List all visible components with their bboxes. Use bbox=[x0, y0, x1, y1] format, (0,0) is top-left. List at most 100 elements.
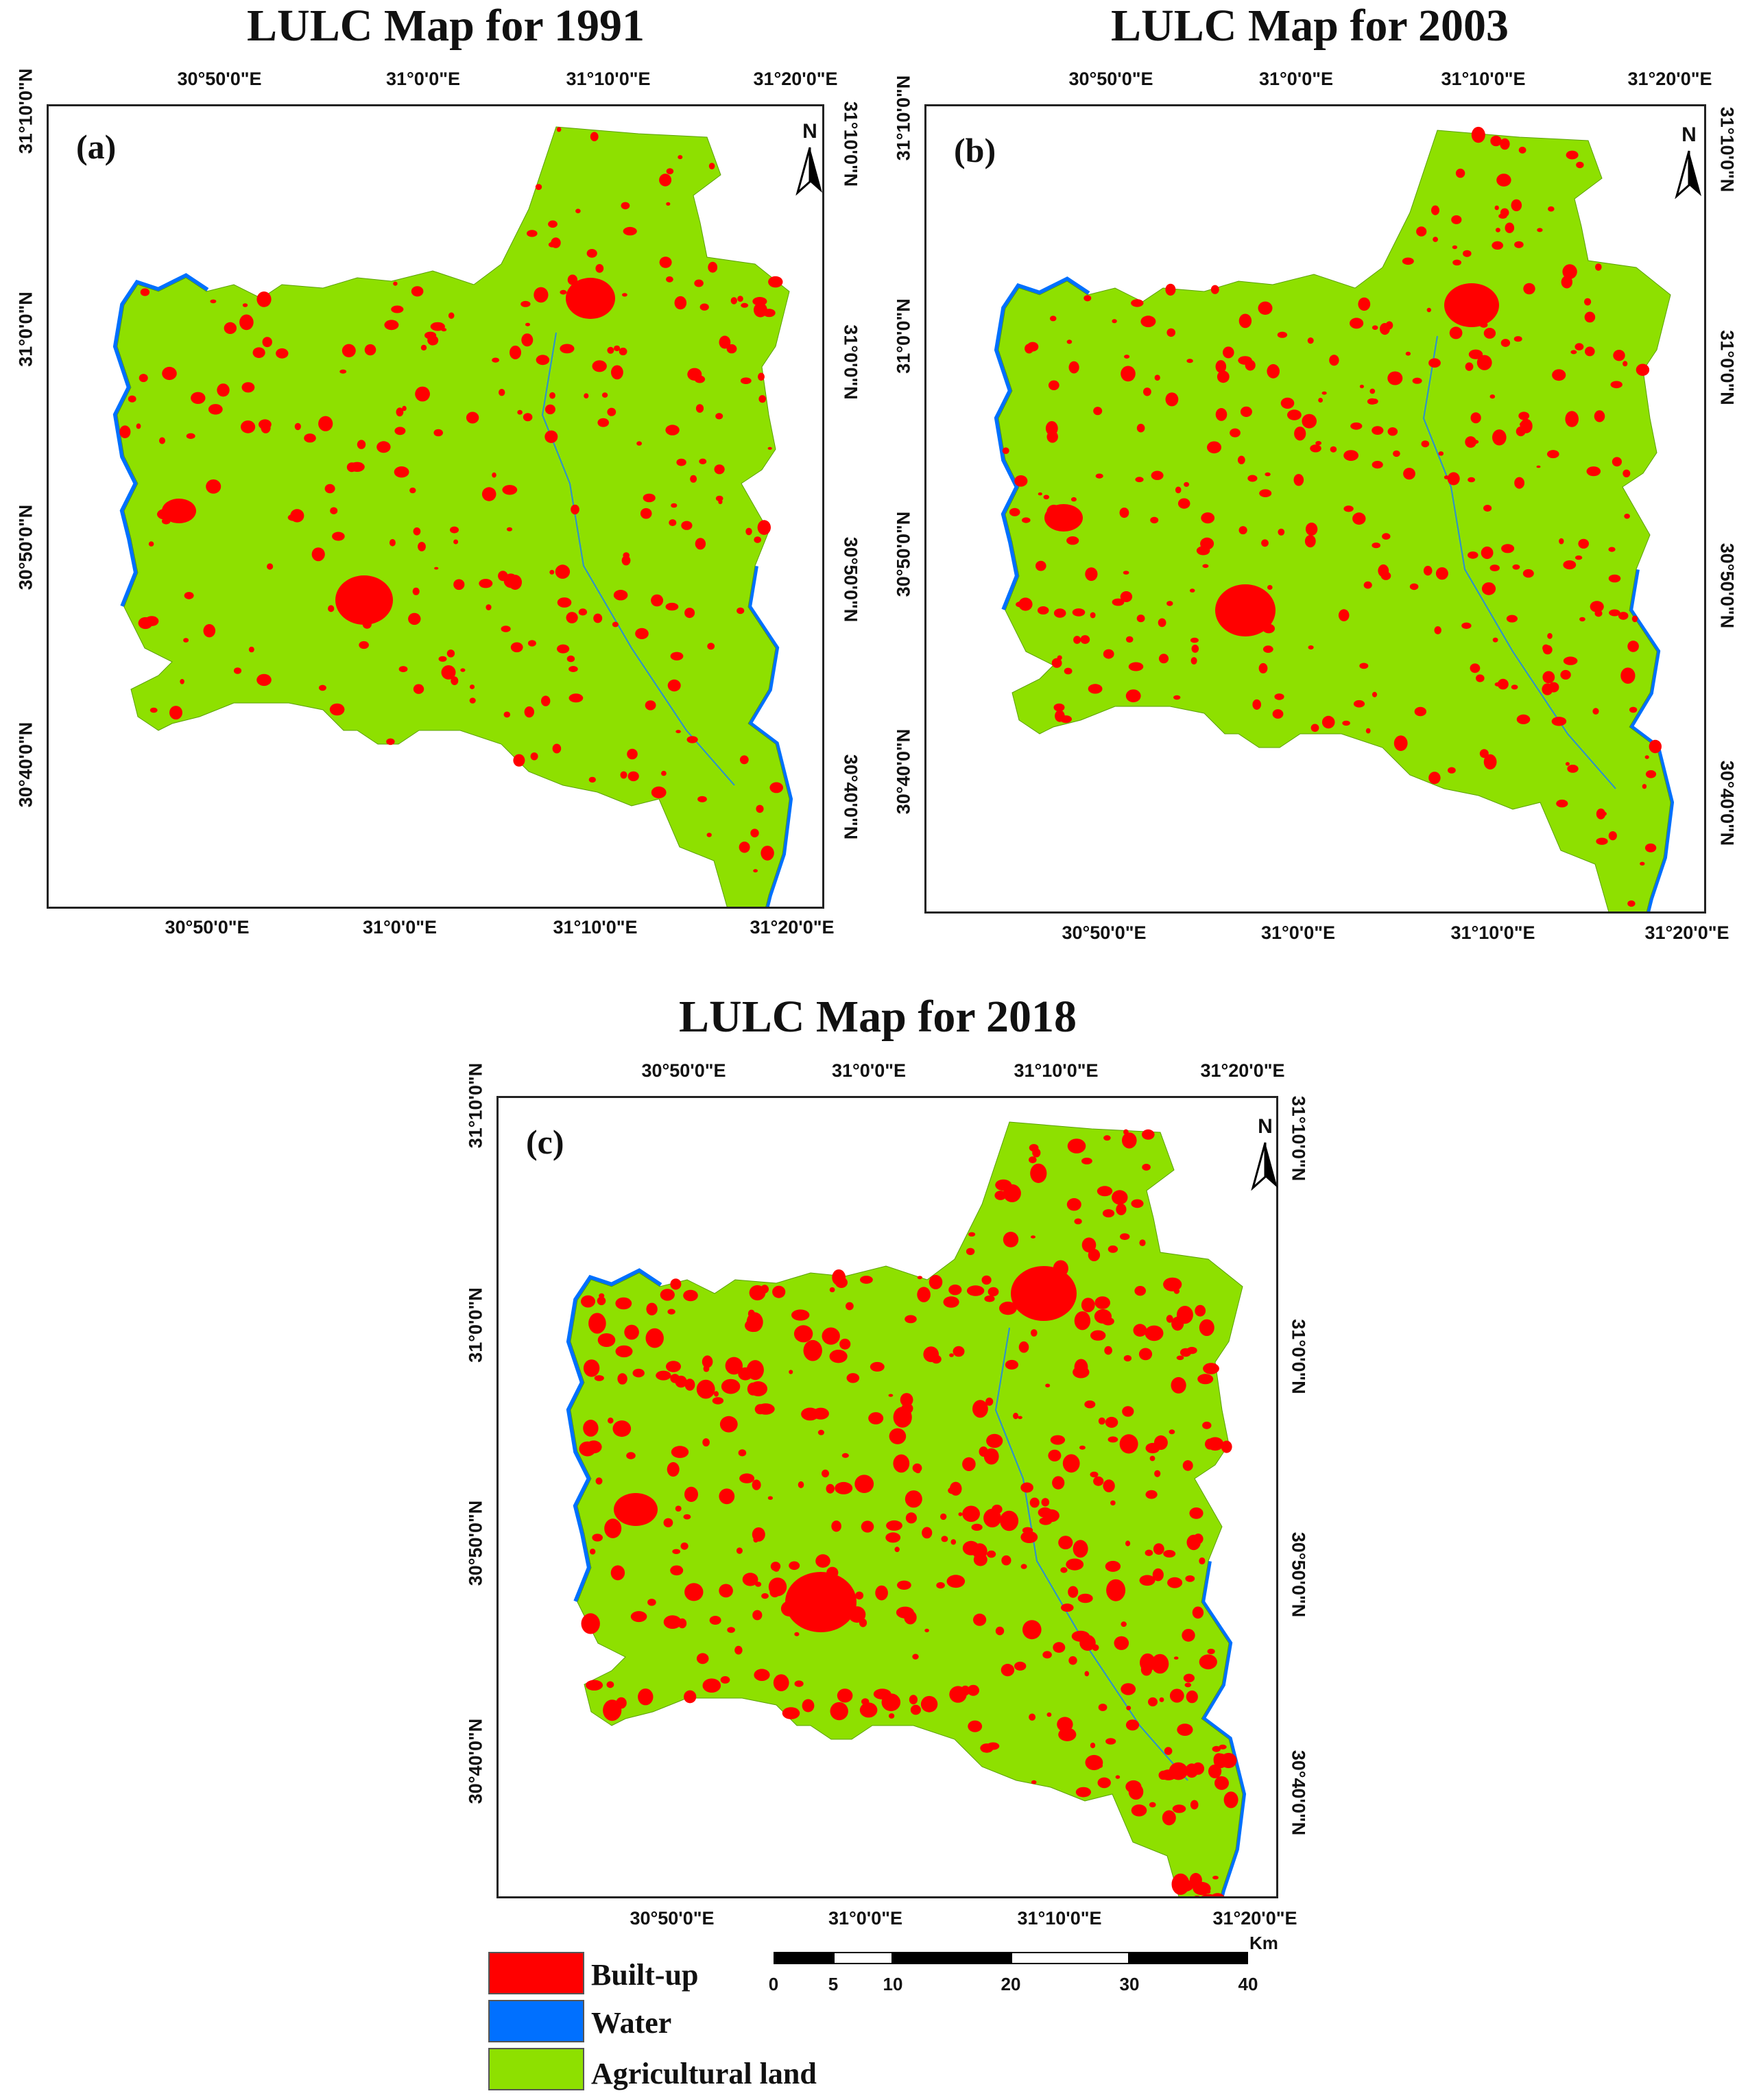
built-up-patch bbox=[501, 625, 511, 632]
built-up-patch bbox=[1070, 497, 1077, 502]
built-up-patch bbox=[886, 1520, 902, 1531]
river-line bbox=[1422, 335, 1616, 789]
scale-segment bbox=[833, 1952, 893, 1964]
built-up-patch bbox=[1131, 299, 1144, 307]
built-up-patch bbox=[769, 1586, 780, 1598]
built-up-patch bbox=[835, 1481, 853, 1494]
built-up-patch bbox=[1201, 512, 1215, 524]
built-up-patch bbox=[949, 1686, 967, 1703]
built-up-patch bbox=[702, 1438, 710, 1447]
built-up-patch bbox=[418, 542, 426, 551]
built-up-patch bbox=[1053, 608, 1066, 618]
built-up-patch bbox=[601, 392, 608, 398]
built-up-patch bbox=[364, 344, 376, 356]
built-up-patch bbox=[920, 1695, 938, 1713]
built-up-patch bbox=[1045, 421, 1058, 435]
north-arrow-c: N bbox=[1245, 1115, 1286, 1191]
built-up-patch bbox=[339, 369, 347, 374]
built-up-patch bbox=[287, 514, 300, 521]
built-up-patch bbox=[1120, 1233, 1130, 1240]
built-up-patch bbox=[846, 1373, 860, 1383]
built-up-patch bbox=[694, 279, 704, 287]
top-tick: 31°20'0"E bbox=[1200, 1060, 1285, 1081]
built-up-patch bbox=[719, 1416, 738, 1433]
built-up-patch bbox=[527, 640, 536, 647]
built-up-patch bbox=[453, 579, 465, 590]
built-up-patch bbox=[1350, 422, 1363, 430]
built-up-patch bbox=[1038, 492, 1042, 496]
built-up-patch bbox=[1365, 728, 1371, 734]
built-up-patch bbox=[1307, 337, 1314, 344]
built-up-patch bbox=[612, 621, 619, 628]
built-up-patch bbox=[1461, 622, 1472, 629]
built-up-city bbox=[1011, 1266, 1077, 1321]
built-up-patch bbox=[430, 322, 445, 331]
built-up-patch bbox=[1139, 1575, 1156, 1586]
built-up-patch bbox=[1122, 1406, 1134, 1417]
built-up-patch bbox=[1321, 391, 1327, 395]
built-up-patch bbox=[1066, 1558, 1084, 1571]
built-up-patch bbox=[1578, 538, 1589, 549]
built-up-patch bbox=[1438, 451, 1444, 456]
built-up-patch bbox=[695, 538, 706, 550]
built-up-patch bbox=[746, 1360, 764, 1381]
built-up-patch bbox=[486, 604, 492, 610]
built-up-patch bbox=[1223, 1791, 1238, 1809]
scale-label: 5 bbox=[828, 1974, 839, 1994]
built-up-patch bbox=[1094, 1296, 1110, 1309]
built-up-patch bbox=[1125, 689, 1141, 702]
built-up-patch bbox=[739, 1473, 755, 1483]
built-up-patch bbox=[749, 1381, 767, 1396]
built-up-patch bbox=[1185, 1575, 1195, 1582]
built-up-patch bbox=[1294, 427, 1306, 441]
built-up-patch bbox=[1068, 1586, 1079, 1598]
built-up-patch bbox=[1102, 1317, 1114, 1326]
built-up-patch bbox=[1165, 392, 1179, 407]
built-up-patch bbox=[1029, 1156, 1037, 1164]
built-up-patch bbox=[667, 679, 681, 692]
built-up-patch bbox=[669, 519, 677, 527]
built-up-patch bbox=[999, 1301, 1017, 1315]
built-up-patch bbox=[140, 288, 150, 296]
built-up-patch bbox=[1032, 1148, 1041, 1158]
built-up-patch bbox=[812, 1407, 829, 1420]
built-up-patch bbox=[1380, 323, 1390, 335]
built-up-patch bbox=[1483, 754, 1497, 769]
built-up-patch bbox=[1176, 1306, 1193, 1324]
built-up-patch bbox=[1629, 706, 1638, 713]
built-up-patch bbox=[1061, 1603, 1074, 1612]
built-up-patch bbox=[623, 226, 637, 236]
built-up-patch bbox=[745, 1319, 761, 1333]
built-up-patch bbox=[620, 771, 627, 779]
built-up-patch bbox=[922, 1527, 933, 1539]
built-up-patch bbox=[651, 594, 664, 607]
built-up-patch bbox=[1158, 618, 1166, 628]
built-up-patch bbox=[1623, 361, 1628, 367]
scale-segment bbox=[774, 1952, 833, 1964]
built-up-patch bbox=[1570, 350, 1577, 355]
built-up-patch bbox=[769, 782, 783, 794]
built-up-patch bbox=[610, 1565, 625, 1581]
built-up-patch bbox=[241, 382, 255, 393]
built-up-patch bbox=[259, 419, 272, 430]
built-up-patch bbox=[328, 605, 335, 612]
built-up-patch bbox=[521, 333, 534, 347]
built-up-patch bbox=[1142, 1163, 1151, 1171]
built-up-patch bbox=[861, 1520, 874, 1533]
built-up-patch bbox=[696, 1653, 709, 1665]
built-up-patch bbox=[1489, 394, 1496, 399]
built-up-patch bbox=[904, 1610, 917, 1625]
built-up-patch bbox=[647, 1599, 656, 1606]
built-up-patch bbox=[1154, 1470, 1161, 1477]
built-up-patch bbox=[645, 1328, 664, 1348]
built-up-patch bbox=[831, 1520, 841, 1532]
built-up-patch bbox=[604, 1518, 622, 1538]
built-up-patch bbox=[1140, 315, 1156, 328]
built-up-patch bbox=[1136, 423, 1145, 433]
built-up-patch bbox=[1102, 1209, 1115, 1218]
built-up-patch bbox=[1202, 1421, 1212, 1429]
built-up-patch bbox=[1000, 1510, 1019, 1531]
built-up-patch bbox=[1173, 1656, 1179, 1660]
river-line bbox=[541, 332, 735, 786]
built-up-patch bbox=[727, 1627, 735, 1633]
